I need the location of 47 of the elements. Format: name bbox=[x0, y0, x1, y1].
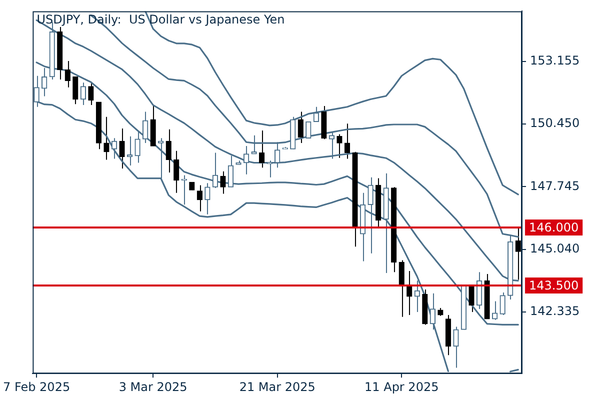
candlestick bbox=[119, 128, 125, 170]
candlestick bbox=[515, 228, 521, 280]
candlestick bbox=[406, 270, 412, 316]
y-tick-label: 153.155 bbox=[530, 53, 580, 68]
y-tick-label: 145.040 bbox=[530, 242, 580, 256]
candlestick bbox=[174, 150, 180, 194]
candlestick bbox=[228, 155, 234, 188]
candlestick bbox=[298, 111, 304, 144]
candlestick bbox=[80, 82, 86, 106]
candlestick bbox=[258, 130, 265, 168]
y-tick-label: 147.745 bbox=[530, 178, 580, 193]
candlestick bbox=[212, 152, 218, 188]
candlestick bbox=[328, 130, 335, 160]
candlestick bbox=[500, 292, 506, 316]
candlestick bbox=[104, 116, 110, 160]
candlestick bbox=[64, 60, 70, 88]
candlestick bbox=[398, 260, 404, 318]
candlestick bbox=[196, 184, 203, 212]
candlestick bbox=[468, 285, 474, 312]
x-tick-label: 21 Mar 2025 bbox=[239, 380, 316, 394]
candlestick bbox=[111, 138, 118, 160]
candlestick bbox=[313, 106, 320, 122]
candlestick bbox=[134, 130, 140, 164]
candlestick bbox=[251, 134, 257, 154]
candlestick bbox=[430, 292, 436, 330]
candlestick bbox=[204, 182, 210, 215]
candlestick bbox=[72, 76, 78, 105]
candlestick bbox=[166, 128, 172, 173]
x-tick-label: 7 Feb 2025 bbox=[3, 380, 70, 394]
candlestick bbox=[336, 134, 342, 158]
candlestick bbox=[368, 176, 374, 254]
x-tick-label: 11 Apr 2025 bbox=[364, 380, 439, 394]
candlestick bbox=[453, 326, 459, 368]
candlestick bbox=[306, 121, 312, 139]
candlestick bbox=[414, 280, 420, 312]
candlestick bbox=[274, 142, 280, 168]
ref-line-label: 146.000 bbox=[529, 220, 579, 235]
candlestick bbox=[88, 82, 94, 106]
candlestick bbox=[142, 111, 148, 144]
candlestick bbox=[344, 123, 350, 160]
y-tick-label: 150.450 bbox=[530, 116, 580, 130]
x-tick-label: 3 Mar 2025 bbox=[118, 380, 188, 394]
y-tick-label: 142.335 bbox=[530, 304, 580, 318]
candlestick bbox=[243, 146, 250, 175]
candlestick bbox=[42, 67, 48, 97]
candlestick bbox=[220, 170, 226, 194]
ref-line-label: 143.500 bbox=[529, 278, 579, 293]
